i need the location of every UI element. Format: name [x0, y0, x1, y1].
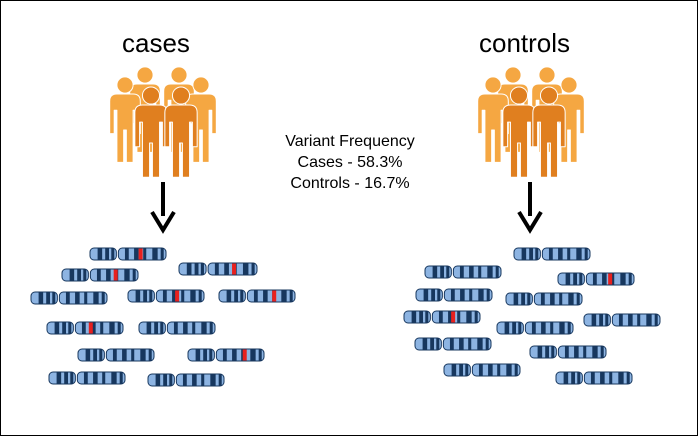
chromosome-icon	[443, 363, 521, 377]
controls-title: controls	[479, 28, 571, 58]
chromosome-icon	[424, 265, 502, 279]
variant-chromosome-icon	[61, 268, 139, 282]
variant-chromosome-icon	[218, 289, 296, 303]
person-icon	[477, 76, 509, 163]
cases-down-arrow-icon	[150, 182, 176, 234]
controls-chromosome-set	[403, 247, 661, 385]
chromosome-icon	[513, 247, 591, 261]
person-icon	[502, 86, 536, 178]
cases-people-group-icon	[109, 66, 217, 178]
chromosome-icon	[583, 313, 661, 327]
chromosome-icon	[147, 373, 225, 387]
variant-chromosome-icon	[557, 272, 635, 286]
variant-chromosome-icon	[46, 321, 124, 335]
variant-chromosome-icon	[187, 348, 265, 362]
chromosome-icon	[77, 348, 155, 362]
cases-chromosome-set	[30, 247, 296, 387]
variant-chromosome-icon	[127, 289, 205, 303]
cases-title: cases	[122, 28, 190, 58]
chromosome-icon	[414, 337, 492, 351]
controls-people-group-icon	[477, 66, 585, 178]
chromosome-icon	[138, 321, 216, 335]
cases-frequency-text: Cases - 58.3%	[297, 154, 403, 171]
variant-chromosome-icon	[89, 247, 167, 261]
chromosome-icon	[415, 288, 493, 302]
chromosome-icon	[529, 345, 607, 359]
controls-frequency-text: Controls - 16.7%	[290, 175, 410, 192]
chromosome-icon	[555, 371, 633, 385]
chromosome-icon	[48, 371, 126, 385]
controls-down-arrow-icon	[517, 182, 543, 234]
person-icon	[164, 86, 198, 178]
variant-frequency-box: Variant Frequency Cases - 58.3% Controls…	[270, 131, 430, 194]
variant-chromosome-icon	[403, 310, 481, 324]
chromosome-icon	[30, 291, 108, 305]
chromosome-icon	[496, 321, 574, 335]
person-icon	[532, 86, 566, 178]
person-icon	[109, 76, 141, 163]
chromosome-icon	[505, 292, 583, 306]
variant-frequency-title: Variant Frequency	[285, 133, 415, 150]
variant-chromosome-icon	[178, 262, 258, 276]
